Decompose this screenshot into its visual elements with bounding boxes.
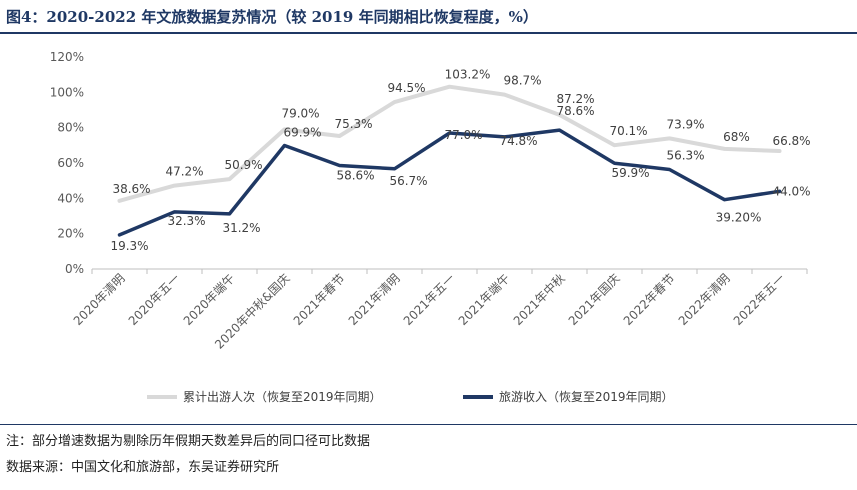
data-label: 56.3% (666, 149, 704, 163)
series-lines (117, 84, 782, 237)
data-label: 103.2% (445, 68, 491, 82)
x-tick-label: 2020年五一 (126, 271, 183, 328)
data-label: 31.2% (222, 221, 260, 235)
y-tick-label: 20% (57, 227, 84, 241)
line-chart: 0%20%40%60%80%100%120% 2020年清明2020年五一202… (50, 50, 811, 404)
y-tick-label: 60% (57, 156, 84, 170)
footnote: 注：部分增速数据为剔除历年假期天数差异后的同口径可比数据 (6, 434, 371, 449)
data-labels: 38.6% 47.2% 50.9% 79.0% 75.3% 94.5% 103.2% 98.7… (110, 68, 810, 253)
series-line-visitors (117, 84, 782, 203)
y-tick-label: 40% (57, 191, 84, 205)
legend: 累计出游人次（恢复至2019年同期） 旅游收入（恢复至2019年同期） (147, 390, 674, 404)
data-label: 74.8% (499, 134, 537, 148)
x-tick-label: 2021年端午 (456, 271, 513, 328)
data-label: 39.20% (716, 211, 762, 225)
y-tick-label: 80% (57, 121, 84, 135)
data-label: 78.6% (556, 104, 594, 118)
x-tick-label: 2020年端午 (181, 271, 238, 328)
data-label: 50.9% (224, 158, 262, 172)
x-axis: 2020年清明2020年五一2020年端午2020年中秋&国庆2021年春节20… (71, 268, 808, 352)
x-tick-label: 2021年中秋 (510, 271, 568, 329)
x-tick-label: 2021年清明 (346, 271, 403, 328)
data-label: 77.0% (444, 128, 482, 142)
y-axis: 0% 20% 40% 60% 80% 100% 120% (50, 50, 84, 276)
legend-label-visitors: 累计出游人次（恢复至2019年同期） (183, 390, 382, 404)
legend-label-revenue: 旅游收入（恢复至2019年同期） (499, 390, 674, 404)
data-label: 59.9% (611, 166, 649, 180)
data-label: 58.6% (336, 168, 374, 182)
series-line-revenue (117, 128, 782, 237)
chart-title: 图4：2020-2022 年文旅数据复苏情况（较 2019 年同期相比恢复程度，… (6, 8, 538, 26)
data-label: 32.3% (167, 214, 205, 228)
data-label: 66.8% (772, 134, 810, 148)
title-divider (0, 32, 857, 34)
y-tick-label: 120% (50, 50, 84, 64)
data-label: 69.9% (283, 126, 321, 140)
x-tick-label: 2020年清明 (71, 271, 128, 328)
y-tick-label: 100% (50, 85, 84, 99)
x-tick-label: 2021年春节 (291, 271, 348, 328)
x-tick-label: 2022年春节 (621, 271, 678, 328)
data-label: 70.1% (609, 124, 647, 138)
x-tick-label: 2022年五一 (731, 271, 788, 328)
data-label: 44.0% (772, 184, 810, 198)
data-label: 73.9% (666, 117, 704, 131)
data-label: 94.5% (387, 81, 425, 95)
notes-divider (0, 424, 857, 425)
source-note: 数据来源：中国文化和旅游部，东吴证券研究所 (6, 460, 280, 475)
data-label: 75.3% (334, 117, 372, 131)
data-label: 19.3% (110, 239, 148, 253)
data-label: 68% (723, 130, 750, 144)
data-label: 56.7% (389, 174, 427, 188)
data-label: 87.2% (556, 92, 594, 106)
x-tick-label: 2022年清明 (676, 271, 733, 328)
x-tick-label: 2021年国庆 (566, 271, 623, 328)
data-label: 98.7% (503, 74, 541, 88)
x-tick-label: 2021年五一 (401, 271, 458, 328)
y-tick-label: 0% (65, 262, 84, 276)
data-label: 79.0% (281, 106, 319, 120)
data-label: 47.2% (165, 165, 203, 179)
data-label: 38.6% (112, 182, 150, 196)
